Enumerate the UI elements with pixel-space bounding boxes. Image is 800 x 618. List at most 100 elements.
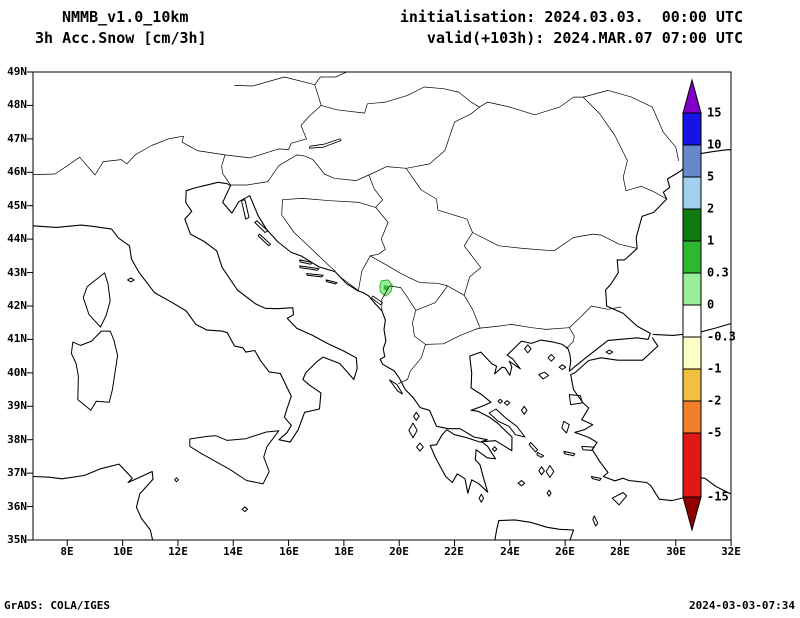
border-line <box>405 106 480 169</box>
island <box>408 422 418 439</box>
island <box>254 220 269 233</box>
colorbar-label: -15 <box>707 490 729 504</box>
lat-label: 45N <box>7 199 27 212</box>
colorbar-band <box>682 272 702 306</box>
border-line <box>463 294 481 329</box>
colorbar-band <box>682 144 702 178</box>
colorbar-label: 0 <box>707 298 714 312</box>
border-line <box>412 309 426 345</box>
island <box>590 476 602 481</box>
border-line <box>281 198 377 272</box>
island <box>568 394 583 406</box>
island <box>503 400 511 406</box>
colorbar-label: 1 <box>707 234 714 248</box>
island <box>299 259 313 265</box>
lon-label: 32E <box>721 545 741 558</box>
island <box>558 364 567 370</box>
colorbar-band <box>682 400 702 434</box>
border-line <box>651 106 679 161</box>
coastline <box>33 149 731 494</box>
border-line <box>625 185 668 200</box>
border-line <box>566 327 575 349</box>
lon-label: 20E <box>389 545 409 558</box>
island <box>611 492 628 506</box>
map-geography <box>33 72 731 540</box>
colorbar-label: 0.3 <box>707 266 729 280</box>
border-line <box>234 72 347 87</box>
border-line <box>408 277 465 296</box>
field-title: 3h Acc.Snow [cm/3h] <box>35 29 207 47</box>
colorbar-label: -2 <box>707 394 721 408</box>
lon-label: 12E <box>168 545 188 558</box>
lat-label: 41N <box>7 332 27 345</box>
border-line <box>479 324 570 330</box>
island <box>561 420 570 434</box>
colorbar-label: -5 <box>707 426 721 440</box>
border-line <box>340 277 359 291</box>
border-line <box>425 327 481 345</box>
border-line <box>320 86 460 114</box>
lon-label: 18E <box>334 545 354 558</box>
border-line <box>415 285 448 311</box>
colorbar-band <box>682 304 702 338</box>
lat-label: 36N <box>7 500 27 513</box>
island <box>488 408 526 438</box>
border-line <box>568 305 622 329</box>
lat-label: 43N <box>7 266 27 279</box>
border-line <box>368 174 383 208</box>
island <box>517 480 526 487</box>
lon-label: 10E <box>113 545 133 558</box>
lat-label: 42N <box>7 299 27 312</box>
colorbar-band <box>682 240 702 274</box>
lat-label: 49N <box>7 65 27 78</box>
colorbar: 15 10 5 2 1 0.3 0 -0.3 -1 -2 -5 -15 <box>682 78 736 532</box>
island <box>478 493 485 503</box>
island <box>494 519 575 540</box>
island <box>413 411 420 421</box>
lake <box>308 138 342 149</box>
border-line <box>405 167 473 233</box>
lake <box>371 295 384 306</box>
lon-label: 14E <box>223 545 243 558</box>
border-line <box>458 90 653 116</box>
lat-label: 46N <box>7 165 27 178</box>
island <box>605 349 614 355</box>
lat-label: 44N <box>7 232 27 245</box>
island <box>241 199 250 220</box>
lat-label: 40N <box>7 366 27 379</box>
axis-ticks <box>27 71 732 546</box>
snow-patch-core <box>383 285 389 291</box>
island <box>536 451 545 458</box>
lon-label: 30E <box>666 545 686 558</box>
island <box>538 466 545 476</box>
lat-axis: 49N 48N 47N 46N 45N 44N 43N 42N 41N 40N … <box>0 65 29 546</box>
colorbar-label: -0.3 <box>707 330 736 344</box>
grads-stamp: GrADS: COLA/IGES <box>4 599 110 612</box>
border-line <box>582 96 628 192</box>
colorbar-band <box>682 176 702 210</box>
lon-label: 28E <box>610 545 630 558</box>
island <box>82 272 111 328</box>
island <box>189 430 280 485</box>
colorbar-band <box>682 336 702 370</box>
lat-label: 47N <box>7 132 27 145</box>
border-line <box>304 155 370 181</box>
border-line <box>369 207 389 257</box>
border-line <box>369 255 410 278</box>
border-line <box>400 287 417 311</box>
island <box>546 489 552 497</box>
island <box>563 450 576 457</box>
island <box>545 465 555 478</box>
border-line <box>221 154 231 186</box>
island <box>306 273 324 278</box>
colorbar-arrow-top <box>682 78 702 114</box>
map-canvas <box>27 71 732 546</box>
colorbar-label: 10 <box>707 138 721 152</box>
island <box>241 506 249 513</box>
colorbar-label: 5 <box>707 170 714 184</box>
island <box>299 265 320 271</box>
lat-label: 37N <box>7 466 27 479</box>
colorbar-band <box>682 368 702 402</box>
lat-label: 39N <box>7 399 27 412</box>
map-frame <box>32 71 732 541</box>
